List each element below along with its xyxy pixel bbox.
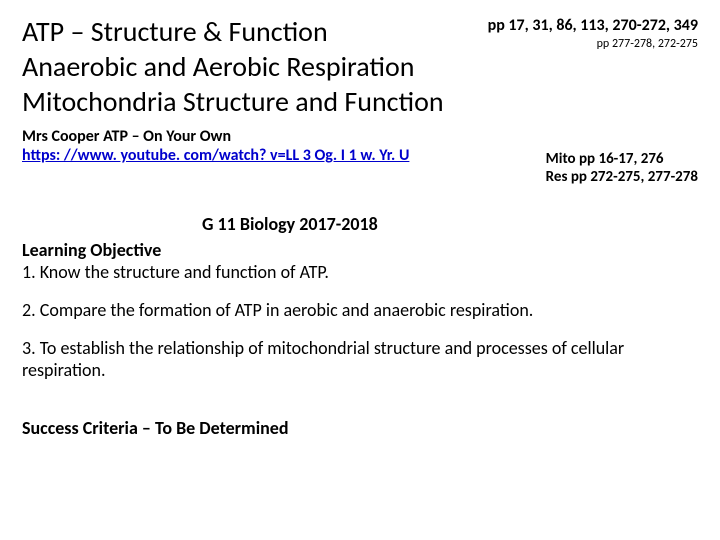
side-refs: Mito pp 16-17, 276 Res pp 272-275, 277-2… bbox=[546, 150, 698, 186]
video-link[interactable]: https: //www. youtube. com/watch? v=LL 3… bbox=[22, 146, 409, 165]
side-ref-res: Res pp 272-275, 277-278 bbox=[546, 168, 698, 186]
side-ref-mito: Mito pp 16-17, 276 bbox=[546, 150, 698, 168]
learning-objective-block: Learning Objective 1. Know the structure… bbox=[22, 239, 698, 381]
objective-3: 3. To establish the relationship of mito… bbox=[22, 337, 698, 381]
page-refs-top: pp 17, 31, 86, 113, 270-272, 349 pp 277-… bbox=[488, 16, 698, 51]
course-label: G 11 Biology 2017-2018 bbox=[202, 213, 698, 235]
objective-1: 1. Know the structure and function of AT… bbox=[22, 261, 698, 283]
title-line-2: Anaerobic and Aerobic Respiration bbox=[22, 49, 698, 84]
objective-2: 2. Compare the formation of ATP in aerob… bbox=[22, 299, 698, 321]
success-criteria: Success Criteria – To Be Determined bbox=[22, 417, 698, 439]
page-refs-line-1: pp 17, 31, 86, 113, 270-272, 349 bbox=[488, 16, 698, 35]
title-line-3: Mitochondria Structure and Function bbox=[22, 84, 698, 119]
learning-objective-heading: Learning Objective bbox=[22, 239, 161, 261]
author-line: Mrs Cooper ATP – On Your Own bbox=[22, 127, 698, 146]
slide-page: pp 17, 31, 86, 113, 270-272, 349 pp 277-… bbox=[0, 0, 720, 540]
page-refs-line-2: pp 277-278, 272-275 bbox=[488, 37, 698, 51]
